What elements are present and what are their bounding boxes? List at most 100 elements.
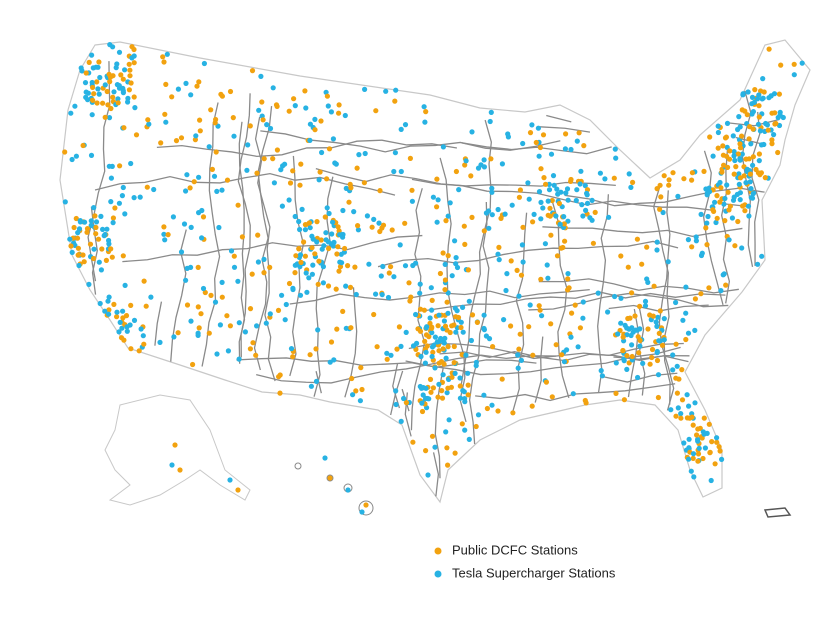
station-dot bbox=[98, 267, 104, 273]
station-dot bbox=[219, 93, 225, 99]
station-dot bbox=[320, 264, 326, 270]
station-dot bbox=[255, 259, 261, 265]
station-dot bbox=[196, 210, 202, 216]
station-dot bbox=[432, 334, 438, 340]
station-dot bbox=[548, 321, 554, 327]
station-dot bbox=[206, 330, 212, 336]
station-dot bbox=[526, 196, 532, 202]
station-dot bbox=[211, 173, 218, 179]
station-dot bbox=[112, 205, 118, 211]
station-dot bbox=[748, 141, 754, 147]
station-dot bbox=[122, 211, 128, 217]
station-dot bbox=[503, 287, 509, 294]
station-dot bbox=[91, 205, 97, 211]
station-dot bbox=[335, 224, 341, 230]
station-dot bbox=[68, 110, 74, 116]
station-dot bbox=[353, 291, 359, 298]
station-dot bbox=[397, 242, 403, 248]
station-dot bbox=[762, 175, 768, 181]
station-dot bbox=[214, 351, 220, 357]
station-dot bbox=[445, 385, 451, 391]
station-dot bbox=[442, 261, 448, 267]
station-dot bbox=[654, 323, 660, 329]
station-dot bbox=[465, 392, 471, 398]
station-dot bbox=[398, 418, 404, 424]
station-dot bbox=[489, 189, 495, 195]
station-dot bbox=[80, 252, 86, 258]
station-dot bbox=[105, 298, 111, 304]
station-dot bbox=[271, 180, 277, 186]
station-dot bbox=[349, 375, 355, 382]
station-dot bbox=[717, 448, 723, 454]
station-dot bbox=[462, 241, 468, 247]
station-dot bbox=[307, 352, 313, 358]
station-dot bbox=[331, 239, 337, 245]
station-dot bbox=[686, 436, 692, 442]
station-dot bbox=[136, 348, 142, 354]
station-dot bbox=[756, 114, 762, 120]
station-dot bbox=[698, 211, 704, 217]
station-dot bbox=[659, 342, 666, 348]
station-dot bbox=[352, 264, 358, 270]
station-dot bbox=[327, 359, 333, 365]
station-dot bbox=[723, 282, 729, 288]
station-dot bbox=[637, 303, 643, 309]
station-dot bbox=[245, 142, 251, 148]
station-dot bbox=[89, 79, 95, 86]
station-dot bbox=[273, 102, 280, 108]
station-dot bbox=[665, 259, 671, 265]
station-dot bbox=[326, 146, 333, 152]
station-dot bbox=[109, 254, 115, 260]
station-dot bbox=[410, 439, 416, 445]
station-dot bbox=[745, 89, 751, 95]
station-dot bbox=[100, 226, 106, 232]
station-dot bbox=[681, 440, 687, 446]
station-dot bbox=[481, 157, 487, 163]
station-dot bbox=[362, 86, 368, 92]
station-dot bbox=[592, 209, 598, 215]
station-dot bbox=[82, 219, 88, 225]
station-dot bbox=[196, 325, 202, 331]
station-dot bbox=[547, 205, 553, 211]
station-dot bbox=[373, 291, 379, 297]
station-dot bbox=[644, 276, 650, 282]
station-dot bbox=[670, 170, 676, 176]
station-dot bbox=[698, 291, 704, 297]
station-dot bbox=[530, 219, 536, 225]
station-dot bbox=[791, 72, 797, 78]
station-dot bbox=[409, 198, 415, 204]
station-dot bbox=[62, 199, 68, 205]
station-dot bbox=[475, 412, 482, 418]
station-dot bbox=[565, 218, 571, 224]
station-dot bbox=[443, 355, 449, 361]
us-outline bbox=[59, 39, 811, 504]
station-dot bbox=[727, 148, 733, 154]
station-dot bbox=[695, 451, 702, 457]
station-dot bbox=[188, 264, 194, 270]
station-dot bbox=[110, 220, 116, 226]
station-dot bbox=[504, 271, 510, 277]
station-dot bbox=[444, 299, 450, 305]
station-dot bbox=[654, 247, 660, 253]
station-dot bbox=[693, 238, 700, 244]
station-dot bbox=[330, 136, 336, 142]
station-dot bbox=[469, 312, 476, 318]
station-dot bbox=[618, 295, 624, 301]
station-dot bbox=[726, 156, 733, 162]
station-dot bbox=[323, 237, 329, 243]
station-dot bbox=[562, 238, 568, 244]
station-dot bbox=[424, 343, 430, 349]
station-dot bbox=[635, 374, 641, 381]
station-dot bbox=[740, 203, 746, 209]
station-dot bbox=[429, 325, 435, 331]
station-dot bbox=[260, 117, 266, 123]
station-dot bbox=[261, 270, 267, 276]
station-dot bbox=[119, 193, 125, 199]
station-dot bbox=[267, 264, 273, 270]
station-dot bbox=[359, 509, 365, 515]
station-dot bbox=[120, 85, 126, 91]
station-dot bbox=[661, 316, 667, 322]
station-dot bbox=[62, 149, 68, 155]
station-dot bbox=[374, 344, 380, 350]
